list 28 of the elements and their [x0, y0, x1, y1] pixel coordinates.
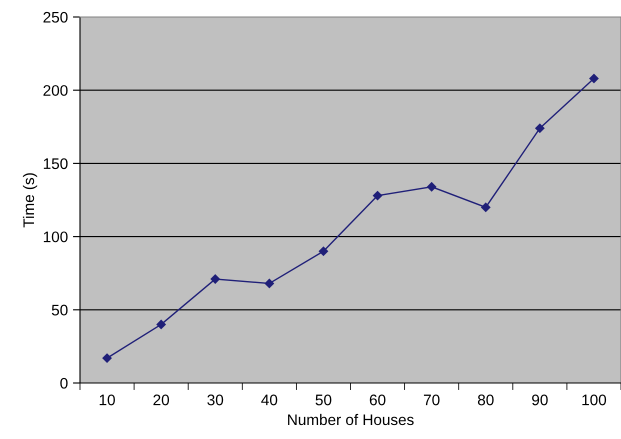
point [156, 320, 166, 330]
x-tick-label: 100 [582, 394, 606, 406]
point [372, 190, 382, 200]
y-tick-label: 200 [43, 85, 68, 96]
point [264, 278, 274, 288]
point [481, 202, 490, 212]
x-axis-title: Number of Houses [288, 414, 414, 426]
point [427, 182, 436, 192]
x-tick-label: 40 [261, 394, 278, 406]
point [318, 246, 328, 256]
x-tick-label: 10 [100, 394, 115, 406]
point [589, 74, 599, 84]
x-tick-label: 70 [424, 394, 440, 406]
y-tick-label: 50 [52, 304, 68, 316]
y-tick-label: 150 [44, 158, 68, 170]
point [102, 353, 112, 363]
x-tick-label: 20 [153, 394, 170, 406]
point [535, 124, 544, 133]
y-axis-title: Time (s) [22, 173, 38, 228]
x-tick-label: 30 [207, 394, 224, 406]
x-tick-label: 60 [370, 394, 386, 406]
point [210, 274, 220, 284]
x-tick-label: 80 [478, 394, 494, 406]
x-tick-label: 50 [316, 394, 332, 406]
y-tick-label: 100 [44, 231, 68, 242]
y-tick-label: 250 [43, 12, 68, 23]
y-tick-label: 0 [60, 378, 68, 389]
x-tick-label: 90 [532, 394, 548, 406]
